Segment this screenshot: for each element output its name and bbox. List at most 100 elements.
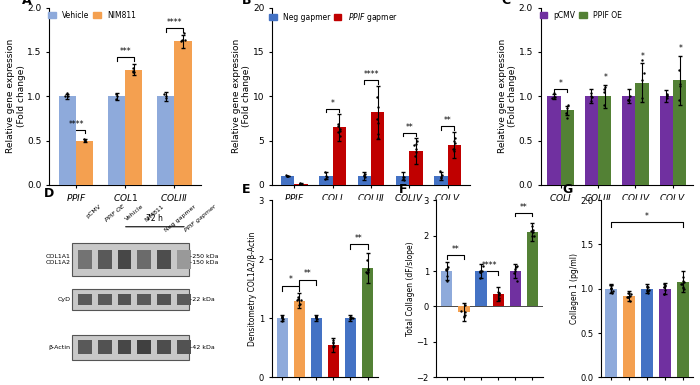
- Point: [561, 105, 573, 111]
- Point: [294, 181, 305, 187]
- Bar: [281, 176, 294, 185]
- Point: [319, 176, 330, 182]
- Point: [63, 94, 74, 100]
- Point: [398, 177, 409, 183]
- Bar: [358, 176, 371, 185]
- Point: [276, 313, 288, 320]
- Point: [606, 285, 617, 291]
- Point: [295, 181, 307, 187]
- Bar: [293, 301, 304, 377]
- Point: [277, 316, 288, 322]
- Point: [179, 37, 190, 43]
- Bar: [311, 318, 322, 377]
- Text: NIM811: NIM811: [144, 204, 165, 223]
- Y-axis label: Relative gene expression
(Fold change): Relative gene expression (Fold change): [498, 39, 517, 153]
- Point: [661, 92, 672, 98]
- Bar: [78, 294, 92, 305]
- Point: [677, 281, 688, 287]
- Point: [310, 313, 321, 319]
- Point: [528, 233, 540, 239]
- Point: [673, 67, 685, 73]
- Point: [638, 70, 649, 76]
- Bar: [118, 251, 132, 269]
- Text: F: F: [399, 183, 408, 196]
- Text: ****: ****: [69, 120, 84, 129]
- Bar: [137, 340, 151, 354]
- Point: [178, 30, 190, 36]
- Point: [411, 138, 422, 144]
- Point: [605, 286, 616, 292]
- Point: [335, 128, 346, 134]
- Text: CyD: CyD: [57, 297, 70, 302]
- Bar: [561, 110, 574, 185]
- Bar: [371, 112, 384, 185]
- Bar: [510, 271, 521, 306]
- Bar: [72, 243, 188, 276]
- Point: [442, 264, 454, 270]
- Point: [175, 38, 186, 44]
- Point: [605, 285, 616, 291]
- Point: [625, 291, 636, 298]
- Point: [562, 102, 573, 108]
- Bar: [174, 41, 192, 185]
- Point: [662, 93, 673, 99]
- Point: [660, 287, 671, 293]
- Point: [310, 313, 321, 319]
- Text: A: A: [22, 0, 32, 7]
- Bar: [98, 340, 112, 354]
- Bar: [157, 251, 171, 269]
- Text: **: **: [444, 117, 452, 126]
- Point: [673, 97, 685, 103]
- Point: [494, 290, 505, 296]
- Point: [678, 278, 690, 285]
- Text: ****: ****: [363, 70, 379, 79]
- Point: [442, 266, 453, 273]
- Text: pCMV: pCMV: [85, 204, 102, 219]
- Text: ****: ****: [167, 18, 182, 27]
- Point: [677, 284, 688, 290]
- Bar: [641, 289, 653, 377]
- Point: [347, 315, 358, 321]
- Point: [448, 146, 459, 152]
- Text: PPIF gapmer: PPIF gapmer: [183, 204, 217, 233]
- Point: [623, 290, 634, 296]
- Point: [344, 314, 356, 320]
- Y-axis label: Collagen 1 (pg/ml): Collagen 1 (pg/ml): [570, 253, 579, 324]
- Point: [449, 138, 460, 144]
- Point: [475, 268, 486, 274]
- Point: [442, 278, 453, 285]
- Point: [607, 290, 618, 296]
- Text: β-Actin: β-Actin: [48, 345, 70, 350]
- Bar: [157, 340, 171, 354]
- Point: [493, 292, 504, 298]
- Point: [408, 142, 419, 148]
- Bar: [108, 96, 125, 185]
- Text: -22 kDa: -22 kDa: [190, 297, 215, 302]
- Point: [327, 337, 338, 343]
- Point: [458, 315, 470, 321]
- Point: [659, 281, 670, 287]
- Point: [511, 263, 522, 270]
- Point: [585, 90, 596, 96]
- Point: [295, 181, 306, 187]
- Point: [435, 174, 447, 180]
- Text: C: C: [501, 0, 510, 7]
- Point: [62, 90, 73, 96]
- Point: [345, 315, 356, 321]
- Text: *: *: [559, 79, 563, 88]
- Point: [606, 288, 617, 295]
- Point: [510, 264, 522, 270]
- Point: [60, 93, 71, 99]
- Text: B: B: [242, 0, 252, 7]
- Text: *: *: [288, 275, 293, 284]
- Point: [641, 284, 652, 290]
- Point: [598, 89, 610, 95]
- Point: [561, 110, 572, 116]
- Bar: [677, 282, 689, 377]
- Bar: [176, 251, 190, 269]
- Bar: [396, 176, 410, 185]
- Point: [281, 173, 293, 179]
- Point: [346, 315, 357, 321]
- Bar: [76, 141, 93, 185]
- Bar: [493, 294, 504, 306]
